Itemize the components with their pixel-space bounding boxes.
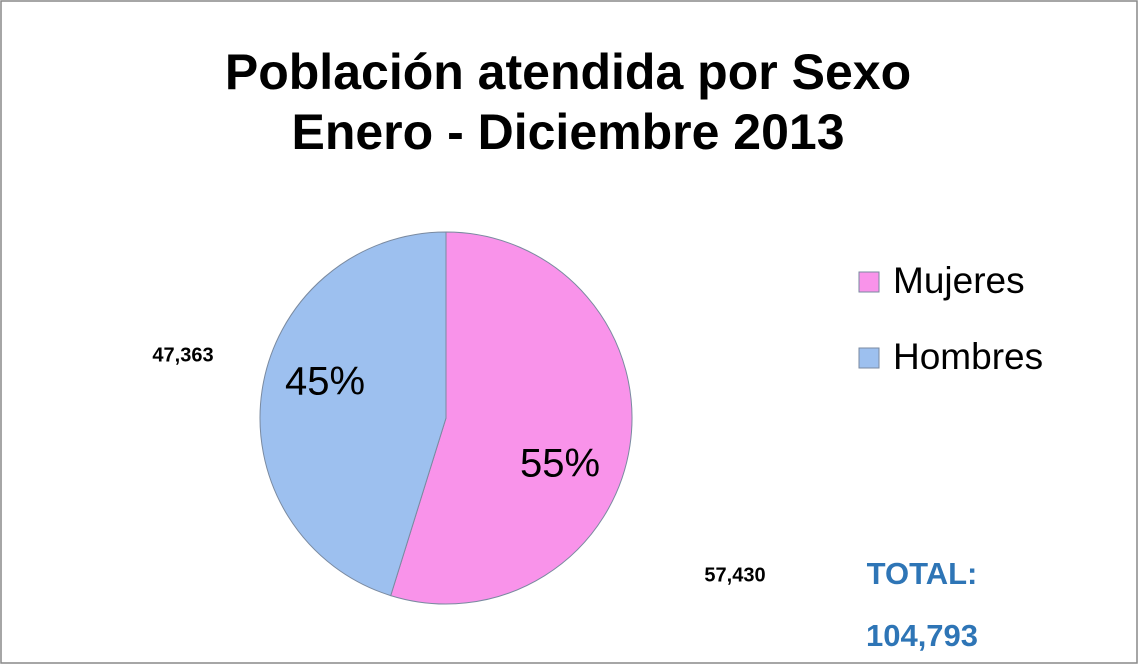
value-label: 47,363 xyxy=(152,344,213,366)
percent-label: 45% xyxy=(285,360,365,404)
chart-title: Población atendida por Sexo xyxy=(225,44,911,100)
percent-label: 55% xyxy=(520,442,600,486)
pie-slice xyxy=(259,231,447,597)
legend-swatch xyxy=(858,271,880,293)
legend-swatch xyxy=(858,347,880,369)
chart-subtitle: Enero - Diciembre 2013 xyxy=(291,104,844,160)
legend-label: Hombres xyxy=(893,336,1043,377)
total-title: TOTAL: xyxy=(867,556,978,591)
value-label: 57,430 xyxy=(704,564,765,586)
legend-label: Mujeres xyxy=(893,260,1025,301)
total-value: 104,793 xyxy=(866,618,978,653)
pie-slice xyxy=(390,231,633,605)
